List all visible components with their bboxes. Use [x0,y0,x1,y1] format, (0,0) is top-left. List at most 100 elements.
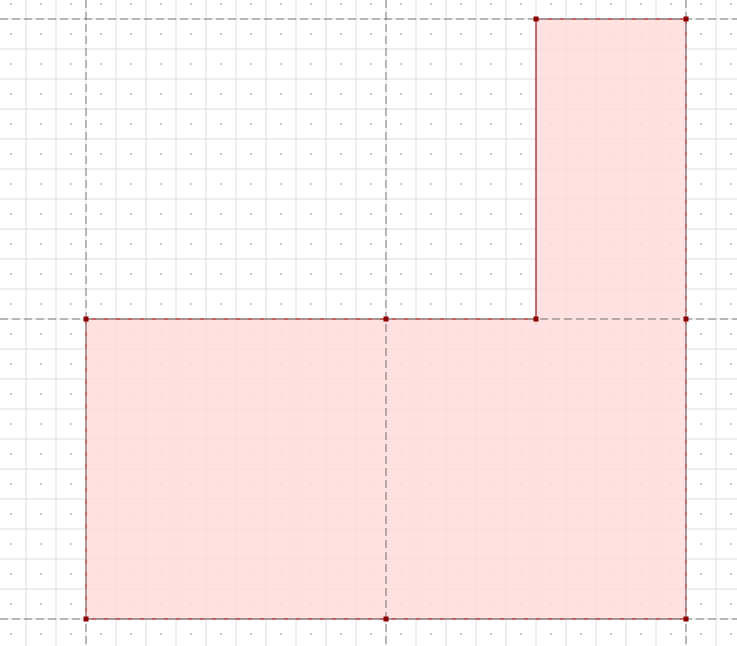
grid-dot [40,153,42,155]
grid-dot [100,633,102,635]
grid-dot [460,213,462,215]
grid-dot [10,633,12,635]
grid-dot [160,123,162,125]
grid-dot [100,153,102,155]
vertex-marker[interactable] [533,16,539,22]
grid-dot [310,33,312,35]
grid-dot [520,633,522,635]
grid-dot [100,3,102,5]
grid-dot [430,303,432,305]
grid-dot [490,273,492,275]
grid-dot [40,363,42,365]
grid-dot [700,543,702,545]
grid-dot [220,213,222,215]
grid-dot [490,93,492,95]
grid-dot [430,633,432,635]
grid-dot [340,213,342,215]
grid-dot [190,213,192,215]
grid-dot [40,243,42,245]
grid-dot [280,3,282,5]
grid-dot [490,633,492,635]
grid-dot [460,63,462,65]
grid-dot [430,3,432,5]
vertex-marker[interactable] [83,316,89,322]
grid-dot [250,243,252,245]
grid-dot [610,633,612,635]
grid-dot [40,483,42,485]
grid-dot [70,273,72,275]
grid-dot [220,243,222,245]
grid-dot [430,123,432,125]
vertex-marker[interactable] [533,316,539,322]
grid-dot [10,63,12,65]
grid-dot [460,243,462,245]
grid-dot [10,123,12,125]
grid-dot [130,243,132,245]
grid-dot [730,63,732,65]
grid-dot [160,33,162,35]
grid-dot [700,513,702,515]
grid-dot [100,303,102,305]
grid-dot [190,63,192,65]
grid-dot [520,63,522,65]
grid-dot [310,243,312,245]
grid-dot [400,153,402,155]
grid-dot [700,333,702,335]
grid-dot [520,33,522,35]
grid-dot [160,153,162,155]
grid-dot [250,153,252,155]
grid-dot [490,3,492,5]
grid-dot [10,513,12,515]
grid-dot [700,363,702,365]
grid-dot [460,153,462,155]
grid-dot [70,363,72,365]
grid-dot [730,273,732,275]
grid-dot [220,273,222,275]
grid-dot [70,93,72,95]
grid-dot [190,93,192,95]
grid-dot [730,543,732,545]
grid-dot [490,153,492,155]
grid-dot [40,423,42,425]
vertex-marker[interactable] [683,616,689,622]
grid-dot [730,3,732,5]
grid-dot [70,33,72,35]
grid-dot [520,213,522,215]
grid-dot [460,93,462,95]
grid-dot [40,303,42,305]
grid-dot [40,183,42,185]
vertex-marker[interactable] [383,616,389,622]
grid-dot [10,543,12,545]
grid-dot [10,93,12,95]
grid-dot [10,183,12,185]
grid-dot [400,123,402,125]
grid-dot [130,303,132,305]
grid-dot [430,63,432,65]
grid-dot [280,243,282,245]
grid-dot [250,273,252,275]
grid-dot [70,423,72,425]
grid-dot [40,93,42,95]
grid-dot [100,33,102,35]
grid-dot [250,123,252,125]
grid-dot [250,213,252,215]
vertex-marker[interactable] [683,16,689,22]
vertex-marker[interactable] [683,316,689,322]
vertex-marker[interactable] [83,616,89,622]
grid-dot [40,393,42,395]
grid-dot [10,363,12,365]
grid-dot [280,33,282,35]
grid-dot [700,123,702,125]
grid-dot [490,123,492,125]
grid-dot [40,513,42,515]
grid-dot [70,633,72,635]
grid-dot [730,93,732,95]
grid-dot [70,453,72,455]
grid-dot [310,63,312,65]
grid-dot [10,423,12,425]
vertex-marker[interactable] [383,316,389,322]
grid-dot [70,183,72,185]
grid-dot [400,633,402,635]
grid-dot [340,183,342,185]
